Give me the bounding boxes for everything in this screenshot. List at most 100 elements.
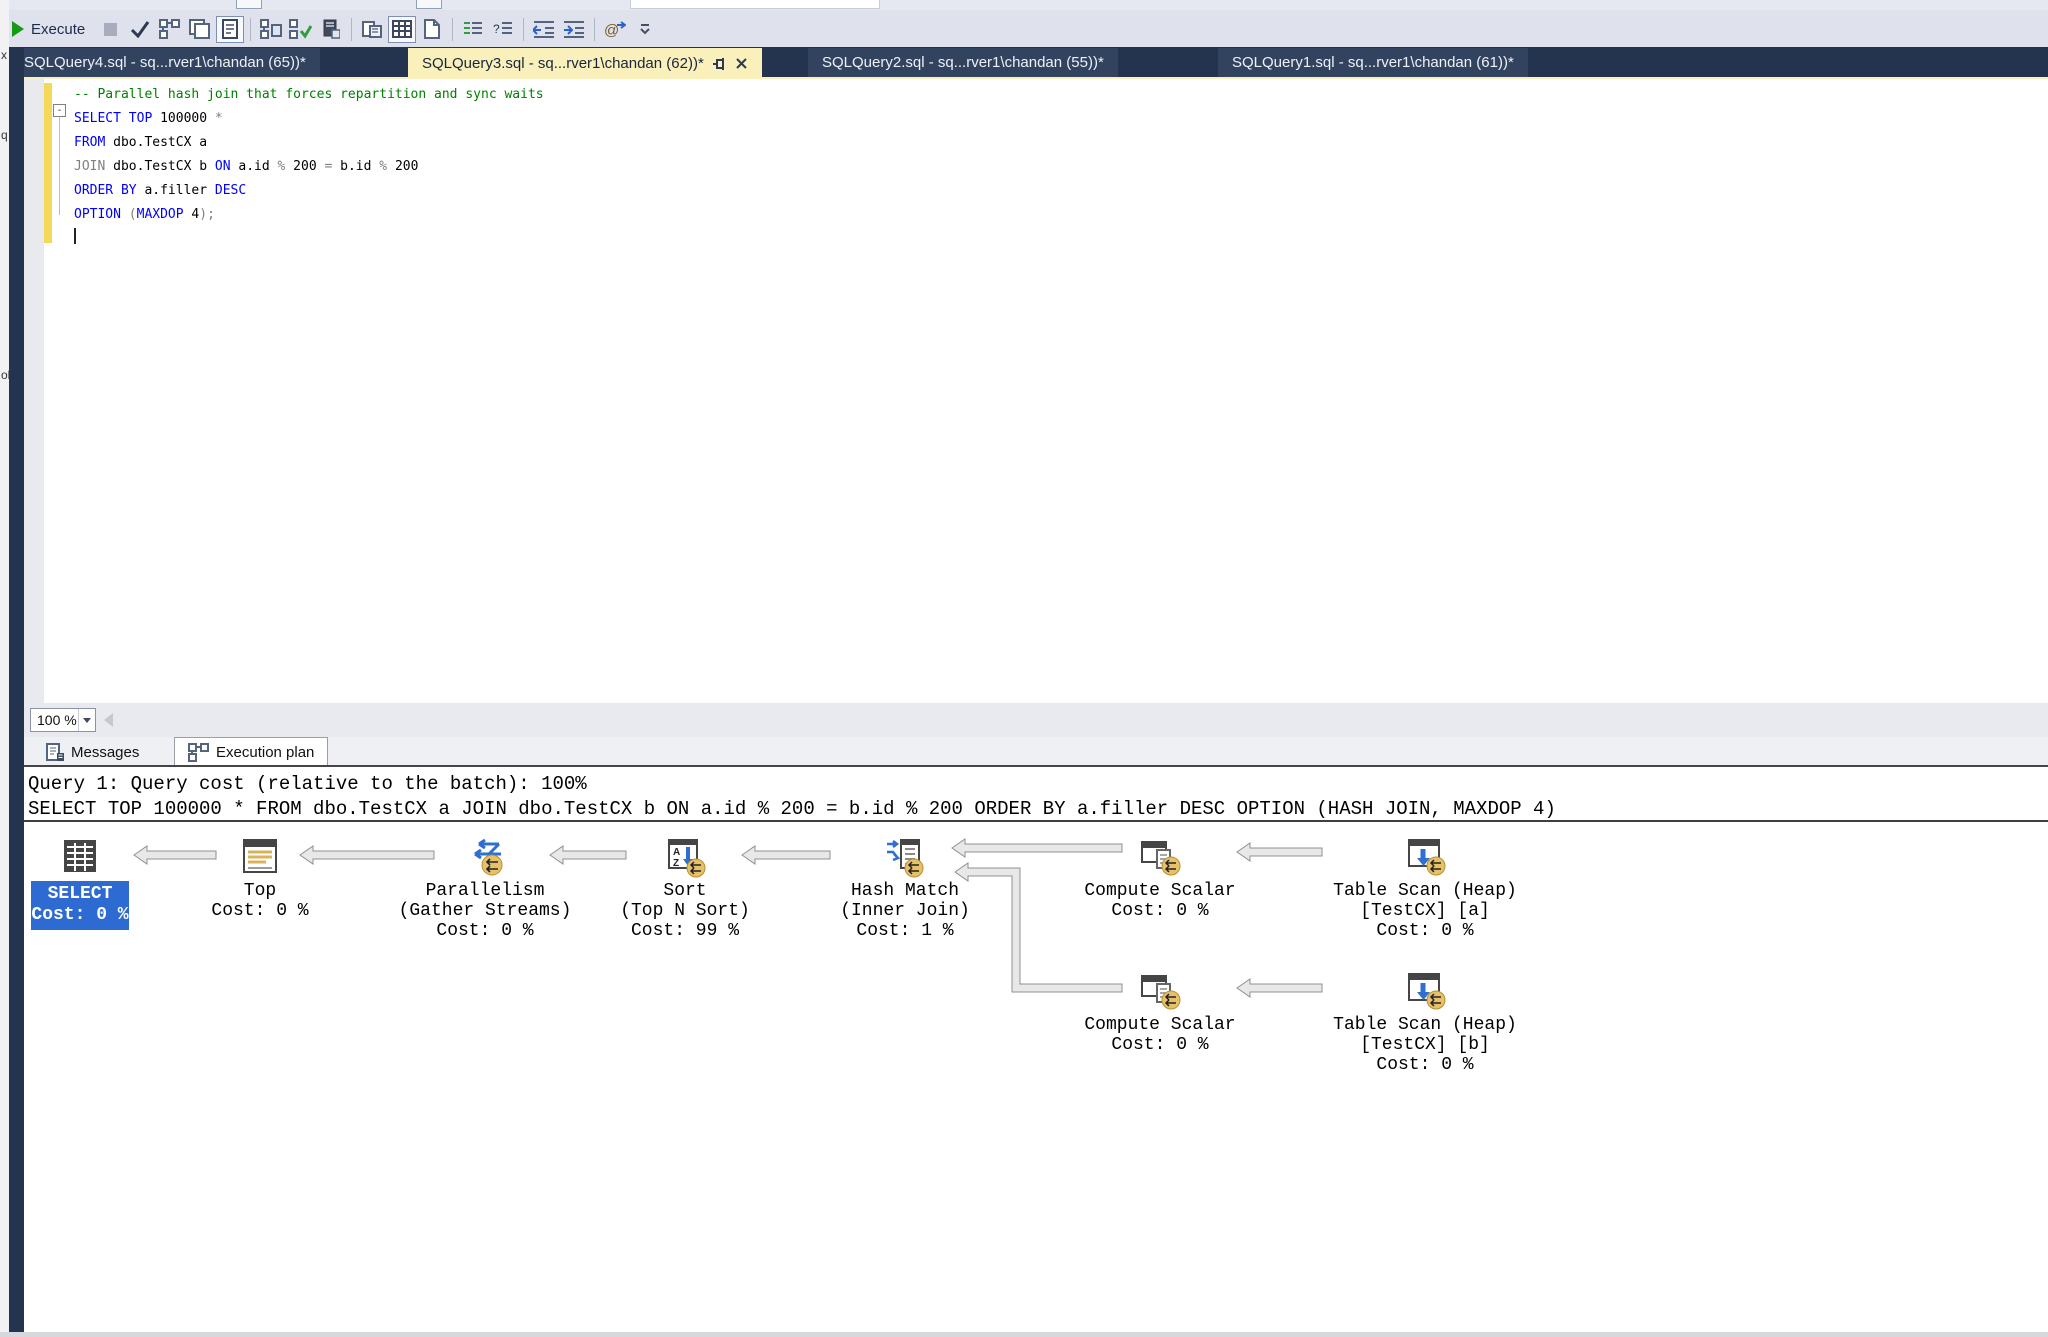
outdent-icon [533,21,555,38]
hash-match-icon [885,838,925,878]
increase-indent-button[interactable] [560,16,588,43]
sql-editor-surface[interactable] [24,79,2048,703]
node-label: Sort [663,881,707,901]
toolbar-separator [250,17,252,41]
intellisense-icon [222,19,239,39]
compute-scalar-icon [1140,838,1181,878]
node-cost: Cost: 0 % [436,921,534,941]
node-cost: Cost: 0 % [31,905,129,925]
cropped-upper-toolbar [0,0,2048,10]
indent-icon [564,21,585,38]
lines-question-icon: ? [493,22,513,36]
query-statement[interactable]: SELECT TOP 100000 * FROM dbo.TestCX a JO… [28,798,1556,820]
plan-node-table-scan-b[interactable]: Table Scan (Heap) [TestCX] [b] Cost: 0 % [1315,972,1535,1075]
tab-sqlquery4[interactable]: SQLQuery4.sql - sq...rver1\chandan (65))… [10,48,320,77]
sql-identifier: b.id [340,159,372,174]
uncomment-lines-button[interactable]: ? [489,16,517,43]
comment-lines-button[interactable] [459,16,487,43]
node-label: Table Scan (Heap) [1333,1015,1517,1035]
intellisense-toggle-button[interactable] [216,15,245,43]
zoom-dropdown-button[interactable] [78,709,95,731]
node-label: Compute Scalar [1084,881,1236,901]
sql-operator: % [277,159,286,174]
arrow-tablescana-to-computea [1236,842,1323,862]
node-cost: Cost: 0 % [1376,921,1474,941]
decrease-indent-button[interactable] [530,16,558,43]
tab-label: SQLQuery1.sql - sq...rver1\chandan (61))… [1232,54,1514,71]
actual-plan-icon [260,19,283,39]
sql-code: -- Parallel hash join that forces repart… [74,83,544,227]
node-sublabel: (Inner Join) [840,901,970,921]
toolbar-separator [351,17,353,41]
results-to-grid-button[interactable] [388,15,417,43]
plan-node-table-scan-a[interactable]: Table Scan (Heap) [TestCX] [a] Cost: 0 % [1315,838,1535,941]
sql-number: 4 [191,207,200,222]
node-label: Parallelism [425,881,545,901]
execute-button[interactable]: Execute [10,21,95,38]
cropped-icon-remnant [416,0,442,9]
svg-text:A: A [673,847,680,858]
sql-paren: ); [199,207,215,222]
execution-plan-icon [188,742,209,762]
sql-keyword: ON [214,159,231,174]
chevron-down-icon [83,717,91,723]
tab-sqlquery3-active[interactable]: SQLQuery3.sql - sq...rver1\chandan (62))… [408,48,762,78]
tab-execution-plan[interactable]: Execution plan [174,737,329,766]
plan-separator-line [24,820,2048,822]
scroll-left-arrow[interactable] [104,713,113,727]
plan-node-select[interactable]: SELECT Cost: 0 % [0,838,190,930]
query-options-button[interactable] [186,16,214,43]
client-stats-button[interactable] [317,16,345,43]
chevron-down-icon [640,24,650,35]
plan-graph: SELECT Cost: 0 % Top Cost: 0 % Paralleli… [0,822,2048,1332]
live-query-stats-button[interactable] [287,16,315,43]
sql-identifier: dbo.TestCX a [113,135,208,150]
actual-plan-button[interactable] [257,16,285,43]
cancel-query-button[interactable] [96,16,124,43]
node-sublabel: [TestCX] [b] [1360,1035,1490,1055]
selected-node-highlight: SELECT Cost: 0 % [31,881,129,930]
toolbar-overflow-button[interactable] [631,16,659,43]
close-icon[interactable] [735,57,748,70]
tab-messages[interactable]: Messages [32,739,152,766]
parallelism-icon [465,838,505,878]
pin-icon[interactable] [712,56,727,71]
active-tab-underline [0,77,2048,79]
code-line-4: JOIN dbo.TestCX b ON a.id % 200 = b.id %… [74,155,544,179]
parse-button[interactable] [126,16,154,43]
result-icon [60,838,100,878]
execution-plan-pane: Query 1: Query cost (relative to the bat… [24,767,2048,1332]
plan-node-hash-match[interactable]: Hash Match (Inner Join) Cost: 1 % [795,838,1015,941]
editor-scroll-row [24,703,2048,737]
query-toolbar: Execute [0,10,2048,48]
editor-gutter [24,79,44,703]
tab-sqlquery1[interactable]: SQLQuery1.sql - sq...rver1\chandan (61))… [1218,48,1528,77]
plan-boxes-icon [159,19,181,39]
specify-template-params-button[interactable]: @ [601,16,629,43]
plan-node-parallelism[interactable]: Parallelism (Gather Streams) Cost: 0 % [375,838,595,941]
results-to-file-button[interactable] [418,16,446,43]
results-text-icon [362,21,383,38]
sql-number: 200 [293,159,317,174]
toolbar-separator [594,17,596,41]
live-stats-icon [289,19,313,39]
arrow-computeb-to-hash-elbow [954,862,1123,993]
plan-node-compute-scalar-b[interactable]: Compute Scalar Cost: 0 % [1050,972,1270,1055]
lines-icon [464,22,483,34]
zoom-value: 100 % [37,712,77,728]
document-tab-strip: SQLQuery4.sql - sq...rver1\chandan (65))… [0,47,2048,79]
plan-node-compute-scalar-a[interactable]: Compute Scalar Cost: 0 % [1050,838,1270,921]
results-pane-header: Messages Execution plan [24,737,2048,766]
tab-sqlquery2[interactable]: SQLQuery2.sql - sq...rver1\chandan (55))… [808,48,1118,77]
node-cost: Cost: 0 % [1111,1035,1209,1055]
sql-keyword: JOIN [74,159,106,174]
results-to-text-button[interactable] [358,16,386,43]
sql-identifier: a.filler [144,183,208,198]
sql-keyword: MAXDOP [136,207,184,222]
window-edge-bar [9,47,24,1332]
editor-zoom-select[interactable]: 100 % [30,708,96,732]
plan-node-top[interactable]: Top Cost: 0 % [150,838,370,921]
code-fold-toggle[interactable]: - [53,104,66,117]
estimated-plan-button[interactable] [156,16,184,43]
